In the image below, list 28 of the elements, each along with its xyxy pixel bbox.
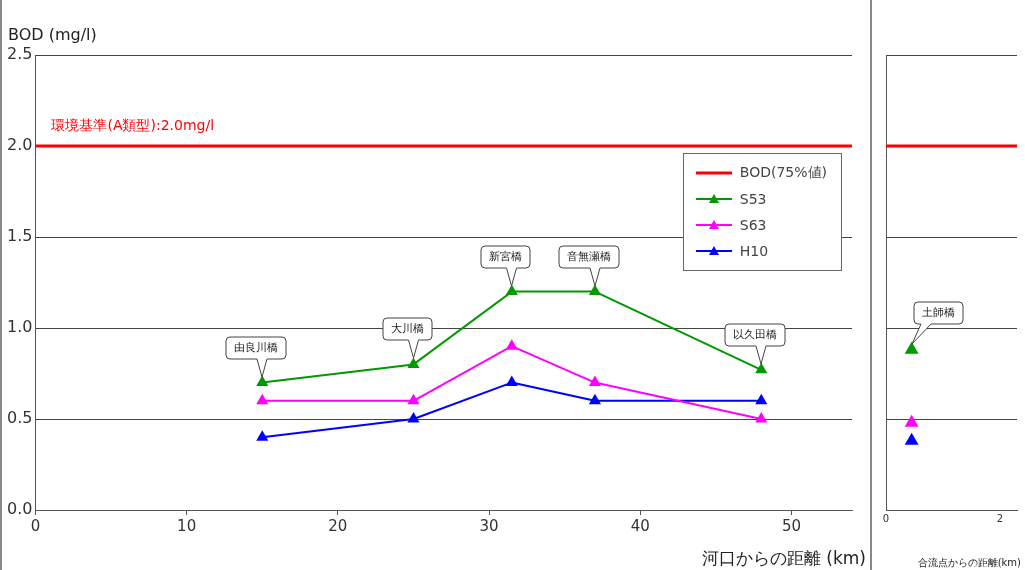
- y-tick-label: 2.5: [6, 44, 33, 64]
- x-tick-label: 40: [630, 516, 650, 535]
- x-tick-label: 0: [30, 516, 41, 535]
- x-tick-label: 2: [996, 512, 1004, 524]
- annotation: 環境基準(A類型):2.0mg/l: [51, 117, 215, 134]
- x-tick-label: 0: [882, 512, 890, 524]
- y-axis-title: BOD (mg/l): [8, 25, 97, 45]
- x-tick-label: 30: [479, 516, 499, 535]
- annotation: 大川橋: [389, 321, 425, 338]
- legend-label: S53: [739, 191, 767, 207]
- annotation: 新宮橋: [488, 248, 524, 265]
- x-axis-title: 合流点からの距離(km): [917, 556, 1022, 568]
- legend-label: S63: [739, 217, 767, 233]
- x-tick-label: 50: [781, 516, 802, 535]
- annotation: 音無瀬橋: [565, 248, 612, 265]
- legend-label: BOD(75%値): [739, 164, 827, 182]
- annotation: 由良川橋: [233, 339, 280, 356]
- y-tick-label: 1.0: [6, 317, 33, 337]
- x-tick-label: 10: [177, 516, 197, 535]
- x-tick-label: 20: [328, 516, 348, 535]
- annotation: 以久田橋: [732, 326, 779, 343]
- y-tick-label: 0.0: [6, 499, 33, 519]
- x-axis-title: 河口からの距離 (km): [701, 547, 866, 568]
- legend-label: H10: [739, 243, 769, 259]
- y-tick-label: 2.0: [6, 135, 33, 155]
- y-tick-label: 1.5: [6, 226, 33, 246]
- annotation: 土師橋: [920, 304, 956, 321]
- y-tick-label: 0.5: [6, 408, 33, 428]
